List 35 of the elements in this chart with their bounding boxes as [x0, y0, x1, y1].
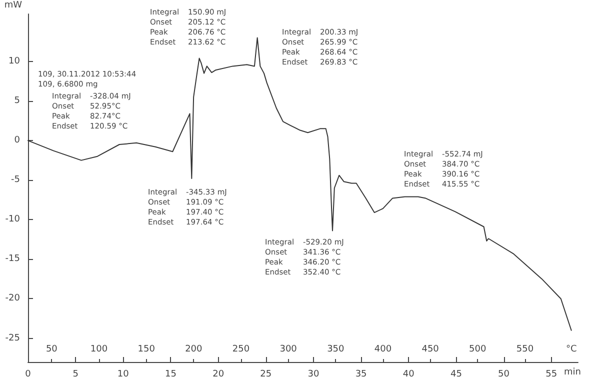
x2-tick-label: 550 — [516, 344, 534, 354]
x2-tick-label: 250 — [232, 344, 250, 354]
y-tick-label: -25 — [5, 333, 20, 344]
x-tick-label: 5 — [72, 370, 78, 380]
x2-tick-label: 50 — [46, 344, 58, 354]
x-tick-label: 50 — [498, 370, 510, 380]
x2-tick-label: 200 — [185, 344, 203, 354]
x-tick-label: 25 — [260, 370, 272, 380]
x2-tick-label: 350 — [327, 344, 345, 354]
x-tick-label: 10 — [117, 370, 130, 380]
y-tick-label: 10 — [8, 56, 20, 66]
y-tick-label: -5 — [11, 175, 20, 186]
x-tick-label: 20 — [212, 370, 224, 380]
x2-tick-label: 450 — [422, 344, 440, 354]
x2-axis-title: °C — [566, 344, 577, 354]
x2-tick-label: 400 — [374, 344, 392, 354]
x-tick-label: 30 — [308, 370, 320, 380]
x-tick-label: 55 — [546, 370, 558, 380]
line-series — [28, 37, 572, 331]
x-tick-label: 15 — [165, 370, 176, 380]
x-tick-label: 45 — [450, 370, 462, 380]
x2-tick-label: 150 — [138, 344, 156, 354]
y-tick-label: -10 — [5, 214, 20, 225]
y-tick-label: -15 — [5, 254, 20, 264]
x-tick-label: 40 — [402, 370, 415, 380]
y-axis-title: mW — [4, 0, 22, 10]
y-tick-label: -20 — [5, 294, 20, 304]
x-axis-title: min — [564, 368, 581, 378]
x-tick-label: 0 — [25, 370, 32, 380]
x-tick-label: 35 — [355, 370, 367, 380]
x2-tick-label: 300 — [280, 344, 298, 354]
y-tick-label: 0 — [14, 136, 20, 146]
x2-tick-label: 500 — [469, 344, 487, 354]
x2-tick-label: 100 — [90, 344, 108, 354]
y-tick-label: 5 — [14, 96, 20, 106]
